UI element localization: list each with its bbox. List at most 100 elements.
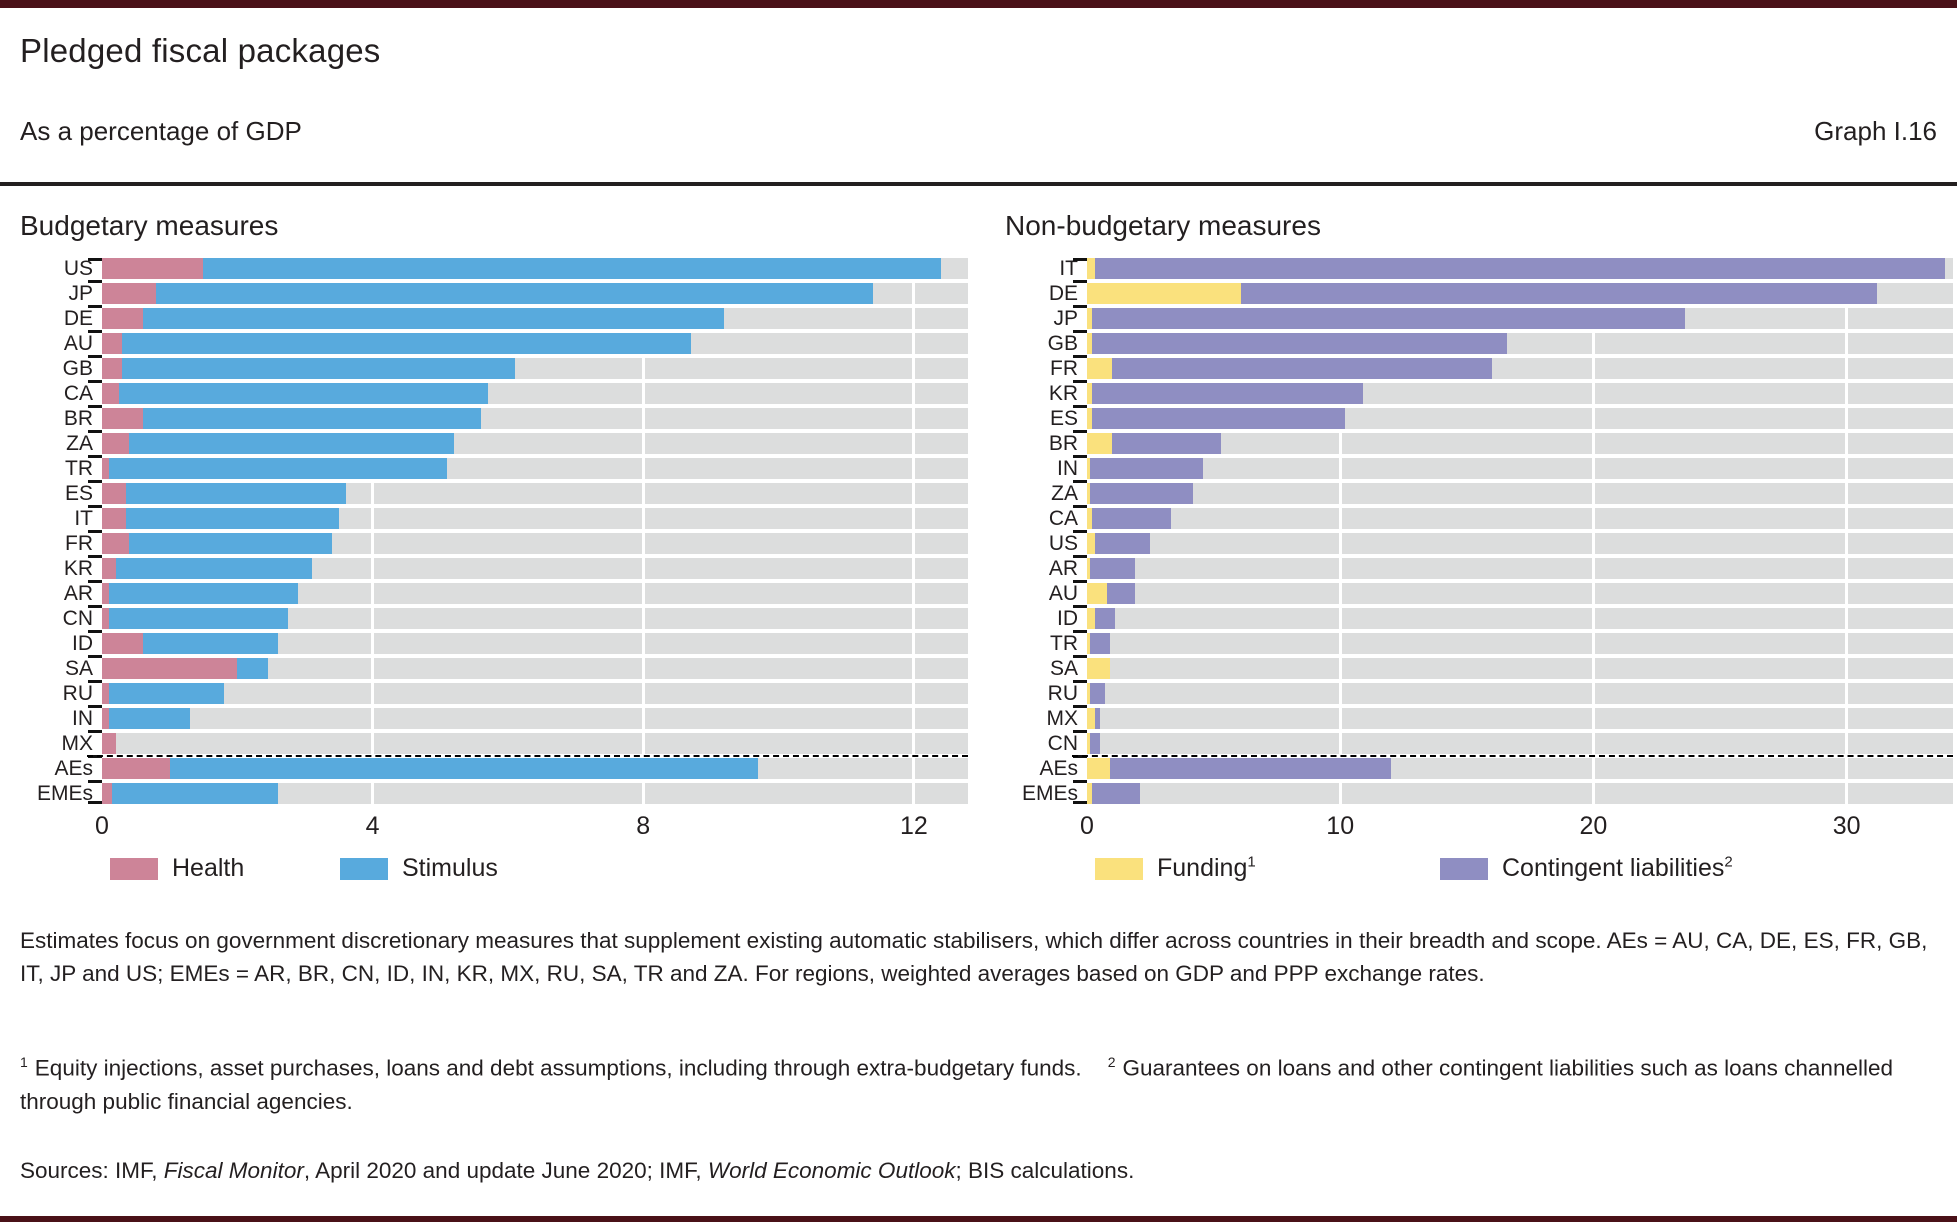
bar-segment-health (102, 783, 113, 804)
x-axis-tick-label: 12 (899, 812, 928, 840)
gridline (1591, 633, 1595, 654)
bar-segment-stimulus (108, 458, 448, 479)
non-budgetary-legend: Funding1 Contingent liabilities2 (1005, 854, 1953, 890)
bar-segment-health (102, 683, 109, 704)
source-text: , April 2020 and update June 2020; IMF, (303, 1158, 708, 1183)
gridline (371, 658, 375, 679)
bar-row: ID (1005, 608, 1953, 629)
gridline (1591, 358, 1595, 379)
gridline (912, 333, 916, 354)
bar-track (1087, 283, 1953, 304)
y-axis-label: ID (1057, 607, 1078, 630)
gridline (1845, 583, 1849, 604)
bar-segment-health (102, 708, 109, 729)
bar-row: AR (1005, 558, 1953, 579)
gridline (371, 633, 375, 654)
bar-row: AEs (1005, 758, 1953, 779)
bar-segment-funding (1087, 358, 1113, 379)
chart-sources: Sources: IMF, Fiscal Monitor, April 2020… (20, 1158, 1937, 1184)
y-axis-label: CN (62, 607, 93, 630)
bar-segment-funding (1087, 333, 1093, 354)
footnote-text: Guarantees on loans and other contingent… (20, 1055, 1893, 1114)
bar-segment-stimulus (125, 508, 339, 529)
y-axis-tick (88, 258, 102, 261)
bar-segment-funding (1087, 308, 1093, 329)
gridline (641, 708, 645, 729)
bar-track (1087, 483, 1953, 504)
y-axis-label: AEs (54, 757, 93, 780)
y-axis-tick (1073, 529, 1087, 533)
bar-segment-funding (1087, 683, 1090, 704)
gridline (1845, 433, 1849, 454)
bar-segment-health (102, 283, 157, 304)
bar-segment-stimulus (129, 533, 333, 554)
y-axis-tick (88, 304, 102, 308)
bar-track (102, 758, 968, 779)
bar-segment-health (102, 308, 143, 329)
aggregates-separator-dashed-line (1072, 755, 1953, 757)
gridline (912, 358, 916, 379)
gridline (1845, 633, 1849, 654)
gridline (1338, 783, 1342, 804)
y-axis-label: ES (1049, 407, 1078, 430)
gridline (371, 733, 375, 754)
gridline (1591, 508, 1595, 529)
bar-track (1087, 708, 1953, 729)
bar-track (1087, 683, 1953, 704)
bar-track (102, 508, 968, 529)
bar-row: EMEs (1005, 783, 1953, 804)
gridline (1845, 658, 1849, 679)
bar-row: US (1005, 533, 1953, 554)
bar-track (1087, 783, 1953, 804)
bar-segment-funding (1087, 733, 1090, 754)
bar-segment-contingent-liabilities (1112, 358, 1493, 379)
bar-segment-stimulus (108, 608, 289, 629)
y-axis-tick (1073, 704, 1087, 708)
gridline (1845, 483, 1849, 504)
bar-segment-health (102, 558, 116, 579)
gridline (1338, 733, 1342, 754)
gridline (1845, 358, 1849, 379)
bar-row: ID (20, 633, 968, 654)
gridline (641, 533, 645, 554)
bar-segment-stimulus (118, 383, 488, 404)
bar-segment-health (102, 483, 126, 504)
source-publication-name: World Economic Outlook (707, 1158, 956, 1183)
bar-segment-stimulus (142, 633, 278, 654)
gridline (641, 583, 645, 604)
bar-row: DE (1005, 283, 1953, 304)
y-axis-label: RU (62, 682, 93, 705)
bar-segment-stimulus (108, 683, 224, 704)
gridline (1845, 333, 1849, 354)
bar-segment-health (102, 733, 116, 754)
x-axis-tick-label: 0 (95, 812, 109, 840)
bar-segment-funding (1087, 283, 1242, 304)
bar-segment-funding (1087, 383, 1093, 404)
gridline (641, 733, 645, 754)
gridline (1845, 733, 1849, 754)
gridline (1845, 558, 1849, 579)
gridline (641, 508, 645, 529)
bar-row: US (20, 258, 968, 279)
bar-track (102, 358, 968, 379)
y-axis-tick (1073, 579, 1087, 583)
bar-segment-health (102, 608, 109, 629)
y-axis-tick (88, 354, 102, 358)
bar-segment-contingent-liabilities (1241, 283, 1878, 304)
gridline (1591, 608, 1595, 629)
gridline (912, 558, 916, 579)
bar-row: ES (20, 483, 968, 504)
bar-segment-contingent-liabilities (1094, 608, 1115, 629)
bar-segment-health (102, 758, 170, 779)
gridline (912, 608, 916, 629)
y-axis-tick (88, 554, 102, 558)
y-axis-tick (1073, 354, 1087, 358)
footnote-marker: 2 (1107, 1054, 1116, 1070)
y-axis-tick (88, 654, 102, 658)
gridline (641, 658, 645, 679)
y-axis-tick (88, 504, 102, 508)
y-axis-label: CN (1047, 732, 1078, 755)
bar-track (1087, 308, 1953, 329)
gridline (641, 558, 645, 579)
legend-swatch (1095, 857, 1143, 880)
